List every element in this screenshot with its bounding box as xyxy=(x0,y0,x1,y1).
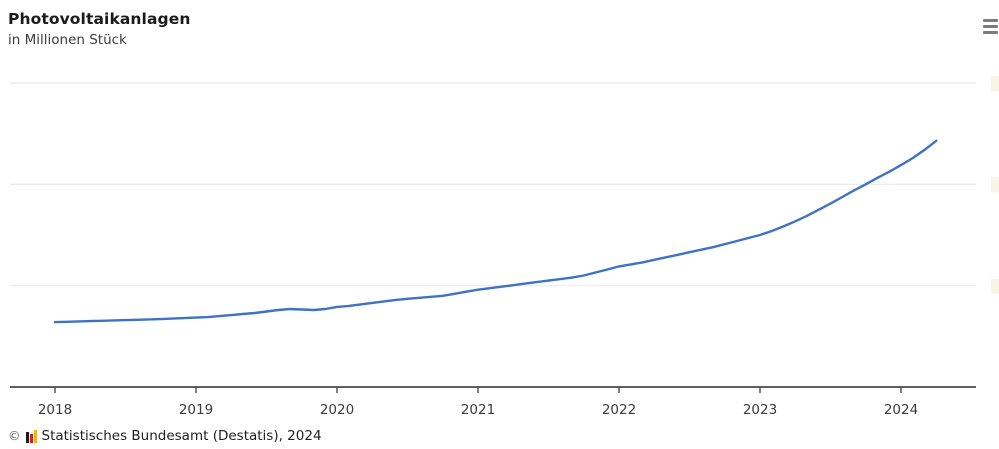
logo-bar-black xyxy=(25,431,29,443)
line-series xyxy=(53,139,938,324)
clipped-y-axis-label xyxy=(991,278,999,294)
hamburger-bar xyxy=(983,30,998,35)
source-attribution: © Statistisches Bundesamt (Destatis), 20… xyxy=(8,428,322,444)
chart-subtitle: in Millionen Stück xyxy=(8,32,127,48)
copyright-symbol: © xyxy=(8,427,21,443)
hamburger-bar xyxy=(983,24,998,29)
logo-bar-gold xyxy=(33,429,37,443)
x-axis-tick-label: 2020 xyxy=(320,402,354,418)
chart-header: Photovoltaikanlagen in Millionen Stück xyxy=(8,10,190,48)
destatis-bars-icon xyxy=(25,429,37,443)
clipped-y-axis-label xyxy=(991,76,999,92)
x-axis-tick-label: 2019 xyxy=(179,402,213,418)
x-axis-tick-label: 2018 xyxy=(38,402,72,418)
x-axis-tick-label: 2022 xyxy=(602,402,636,418)
source-text: Statistisches Bundesamt (Destatis), 2024 xyxy=(41,428,322,444)
x-axis-tick-label: 2021 xyxy=(461,402,495,418)
x-axis-tick-label: 2024 xyxy=(884,402,918,418)
logo-bar-red xyxy=(29,434,33,443)
clipped-y-axis-label xyxy=(991,177,999,193)
x-axis-tick-label: 2023 xyxy=(743,402,777,418)
hamburger-menu-icon[interactable] xyxy=(983,19,998,35)
chart-title: Photovoltaikanlagen xyxy=(8,10,191,28)
hamburger-bar xyxy=(983,19,998,23)
